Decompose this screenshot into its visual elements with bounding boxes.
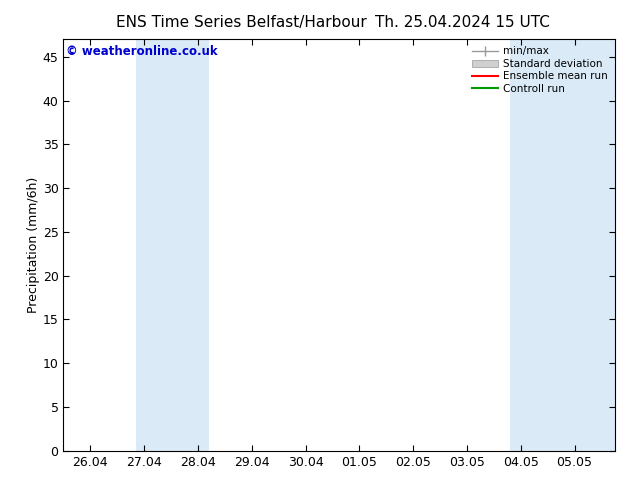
Text: © weatheronline.co.uk: © weatheronline.co.uk bbox=[66, 46, 218, 58]
Legend: min/max, Standard deviation, Ensemble mean run, Controll run: min/max, Standard deviation, Ensemble me… bbox=[467, 42, 612, 98]
Bar bbox=[136, 39, 171, 451]
Bar bbox=[171, 39, 209, 451]
Bar bbox=[548, 39, 585, 451]
Y-axis label: Precipitation (mm/6h): Precipitation (mm/6h) bbox=[27, 177, 40, 313]
Bar bbox=[585, 39, 615, 451]
Bar bbox=[510, 39, 548, 451]
Text: ENS Time Series Belfast/Harbour: ENS Time Series Belfast/Harbour bbox=[115, 15, 366, 30]
Text: Th. 25.04.2024 15 UTC: Th. 25.04.2024 15 UTC bbox=[375, 15, 550, 30]
